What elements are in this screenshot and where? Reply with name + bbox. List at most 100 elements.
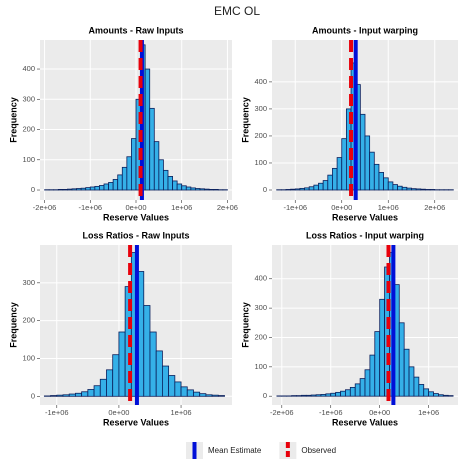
histogram-bar — [190, 187, 196, 191]
histogram-bar — [185, 186, 192, 191]
histogram-bar — [174, 381, 182, 397]
histogram-bar — [310, 394, 317, 397]
histogram-bar — [305, 394, 312, 397]
x-tick-label: -1e+06 — [319, 408, 343, 417]
y-tick-label: 0 — [31, 391, 35, 400]
histogram-bar — [387, 181, 394, 191]
x-tick-label: 0e+00 — [108, 408, 129, 417]
histogram-bar — [195, 188, 201, 191]
histogram-bar — [299, 187, 305, 191]
histogram-bar — [433, 393, 439, 397]
histogram-bar — [392, 184, 398, 191]
histogram-bar — [85, 187, 91, 191]
histogram-bar — [158, 159, 164, 191]
x-tick-label: -2e+06 — [33, 203, 57, 212]
x-tick-label: -1e+06 — [283, 203, 307, 212]
histogram-bar — [332, 167, 338, 191]
histogram-bar — [99, 378, 107, 397]
x-axis-label: Reserve Values — [103, 212, 169, 222]
histogram-bar — [71, 188, 77, 191]
histogram-bar — [425, 189, 431, 191]
histogram-bar — [415, 188, 422, 191]
y-tick-label: 100 — [22, 353, 35, 362]
histogram-bar — [126, 156, 132, 191]
histogram-bar — [106, 369, 114, 397]
histogram-bar — [315, 394, 322, 397]
histogram-bar — [81, 391, 89, 397]
histogram-bar — [438, 394, 444, 397]
histogram-bar — [103, 183, 109, 191]
histogram-bar — [336, 157, 343, 191]
histogram-bar — [144, 68, 151, 191]
histogram-bar — [143, 305, 151, 397]
y-axis-label: Frequency — [240, 97, 250, 143]
chart-title: EMC OL — [214, 4, 260, 18]
panel-title: Amounts - Input warping — [312, 25, 418, 35]
x-tick-label: 0e+00 — [331, 203, 352, 212]
histogram-bar — [168, 375, 176, 397]
histogram-bar — [56, 394, 64, 397]
histogram-bar — [304, 187, 310, 191]
histogram-bar — [285, 189, 292, 191]
histogram-bar — [118, 331, 126, 397]
x-tick-label: 0e+00 — [125, 203, 146, 212]
histogram-bar — [291, 395, 297, 397]
histogram-bar — [117, 174, 123, 191]
x-tick-label: 1e+06 — [171, 203, 192, 212]
histogram-bar — [403, 348, 410, 397]
histogram-bar — [429, 189, 436, 191]
legend-key-background — [279, 442, 297, 459]
histogram-bar — [290, 188, 296, 191]
histogram-bar — [330, 392, 337, 397]
y-tick-label: 100 — [22, 155, 35, 164]
histogram-bar — [75, 392, 83, 397]
histogram-bar — [318, 182, 324, 191]
histogram-bar — [420, 188, 426, 191]
y-tick-label: 400 — [22, 64, 35, 73]
histogram-bar — [423, 388, 430, 397]
panel-title: Loss Ratios - Input warping — [306, 230, 424, 240]
histogram-bar — [398, 322, 405, 397]
histogram-bar — [167, 176, 173, 191]
histogram-bar — [379, 298, 385, 397]
x-tick-label: 1e+06 — [378, 203, 399, 212]
y-tick-label: 100 — [254, 362, 267, 371]
histogram-bar — [76, 188, 82, 191]
histogram-bar — [327, 174, 333, 191]
histogram-bar — [80, 187, 87, 191]
histogram-bar — [296, 395, 302, 397]
histogram-bar — [68, 393, 76, 397]
y-axis-label: Frequency — [8, 302, 18, 348]
x-tick-label: 2e+06 — [217, 203, 238, 212]
y-tick-label: 0 — [263, 185, 267, 194]
x-axis-label: Reserve Values — [332, 417, 398, 427]
histogram-bar — [383, 177, 389, 191]
histogram-bar — [94, 185, 100, 191]
x-axis-label: Reserve Values — [103, 417, 169, 427]
histogram-bar — [172, 180, 178, 191]
histogram-bar — [62, 189, 68, 191]
y-tick-label: 200 — [254, 332, 267, 341]
histogram-bar — [205, 394, 213, 397]
y-tick-label: 400 — [254, 274, 267, 283]
x-tick-label: 1e+06 — [418, 408, 439, 417]
y-tick-label: 100 — [254, 158, 267, 167]
histogram-bar — [374, 331, 381, 397]
y-tick-label: 200 — [254, 131, 267, 140]
histogram-bar — [408, 366, 415, 397]
histogram-bar — [442, 394, 449, 397]
x-axis-label: Reserve Values — [332, 212, 398, 222]
histogram-bar — [149, 107, 155, 191]
histogram-bar — [341, 138, 347, 191]
histogram-bar — [364, 135, 371, 191]
legend-label: Observed — [301, 446, 336, 455]
y-tick-label: 200 — [22, 316, 35, 325]
histogram-bar — [176, 183, 183, 191]
histogram-bar — [87, 389, 95, 397]
panel-title: Amounts - Raw Inputs — [89, 25, 184, 35]
histogram-bar — [108, 182, 114, 191]
histogram-bar — [378, 172, 385, 191]
histogram-bar — [112, 354, 120, 397]
histogram-bar — [364, 369, 371, 397]
